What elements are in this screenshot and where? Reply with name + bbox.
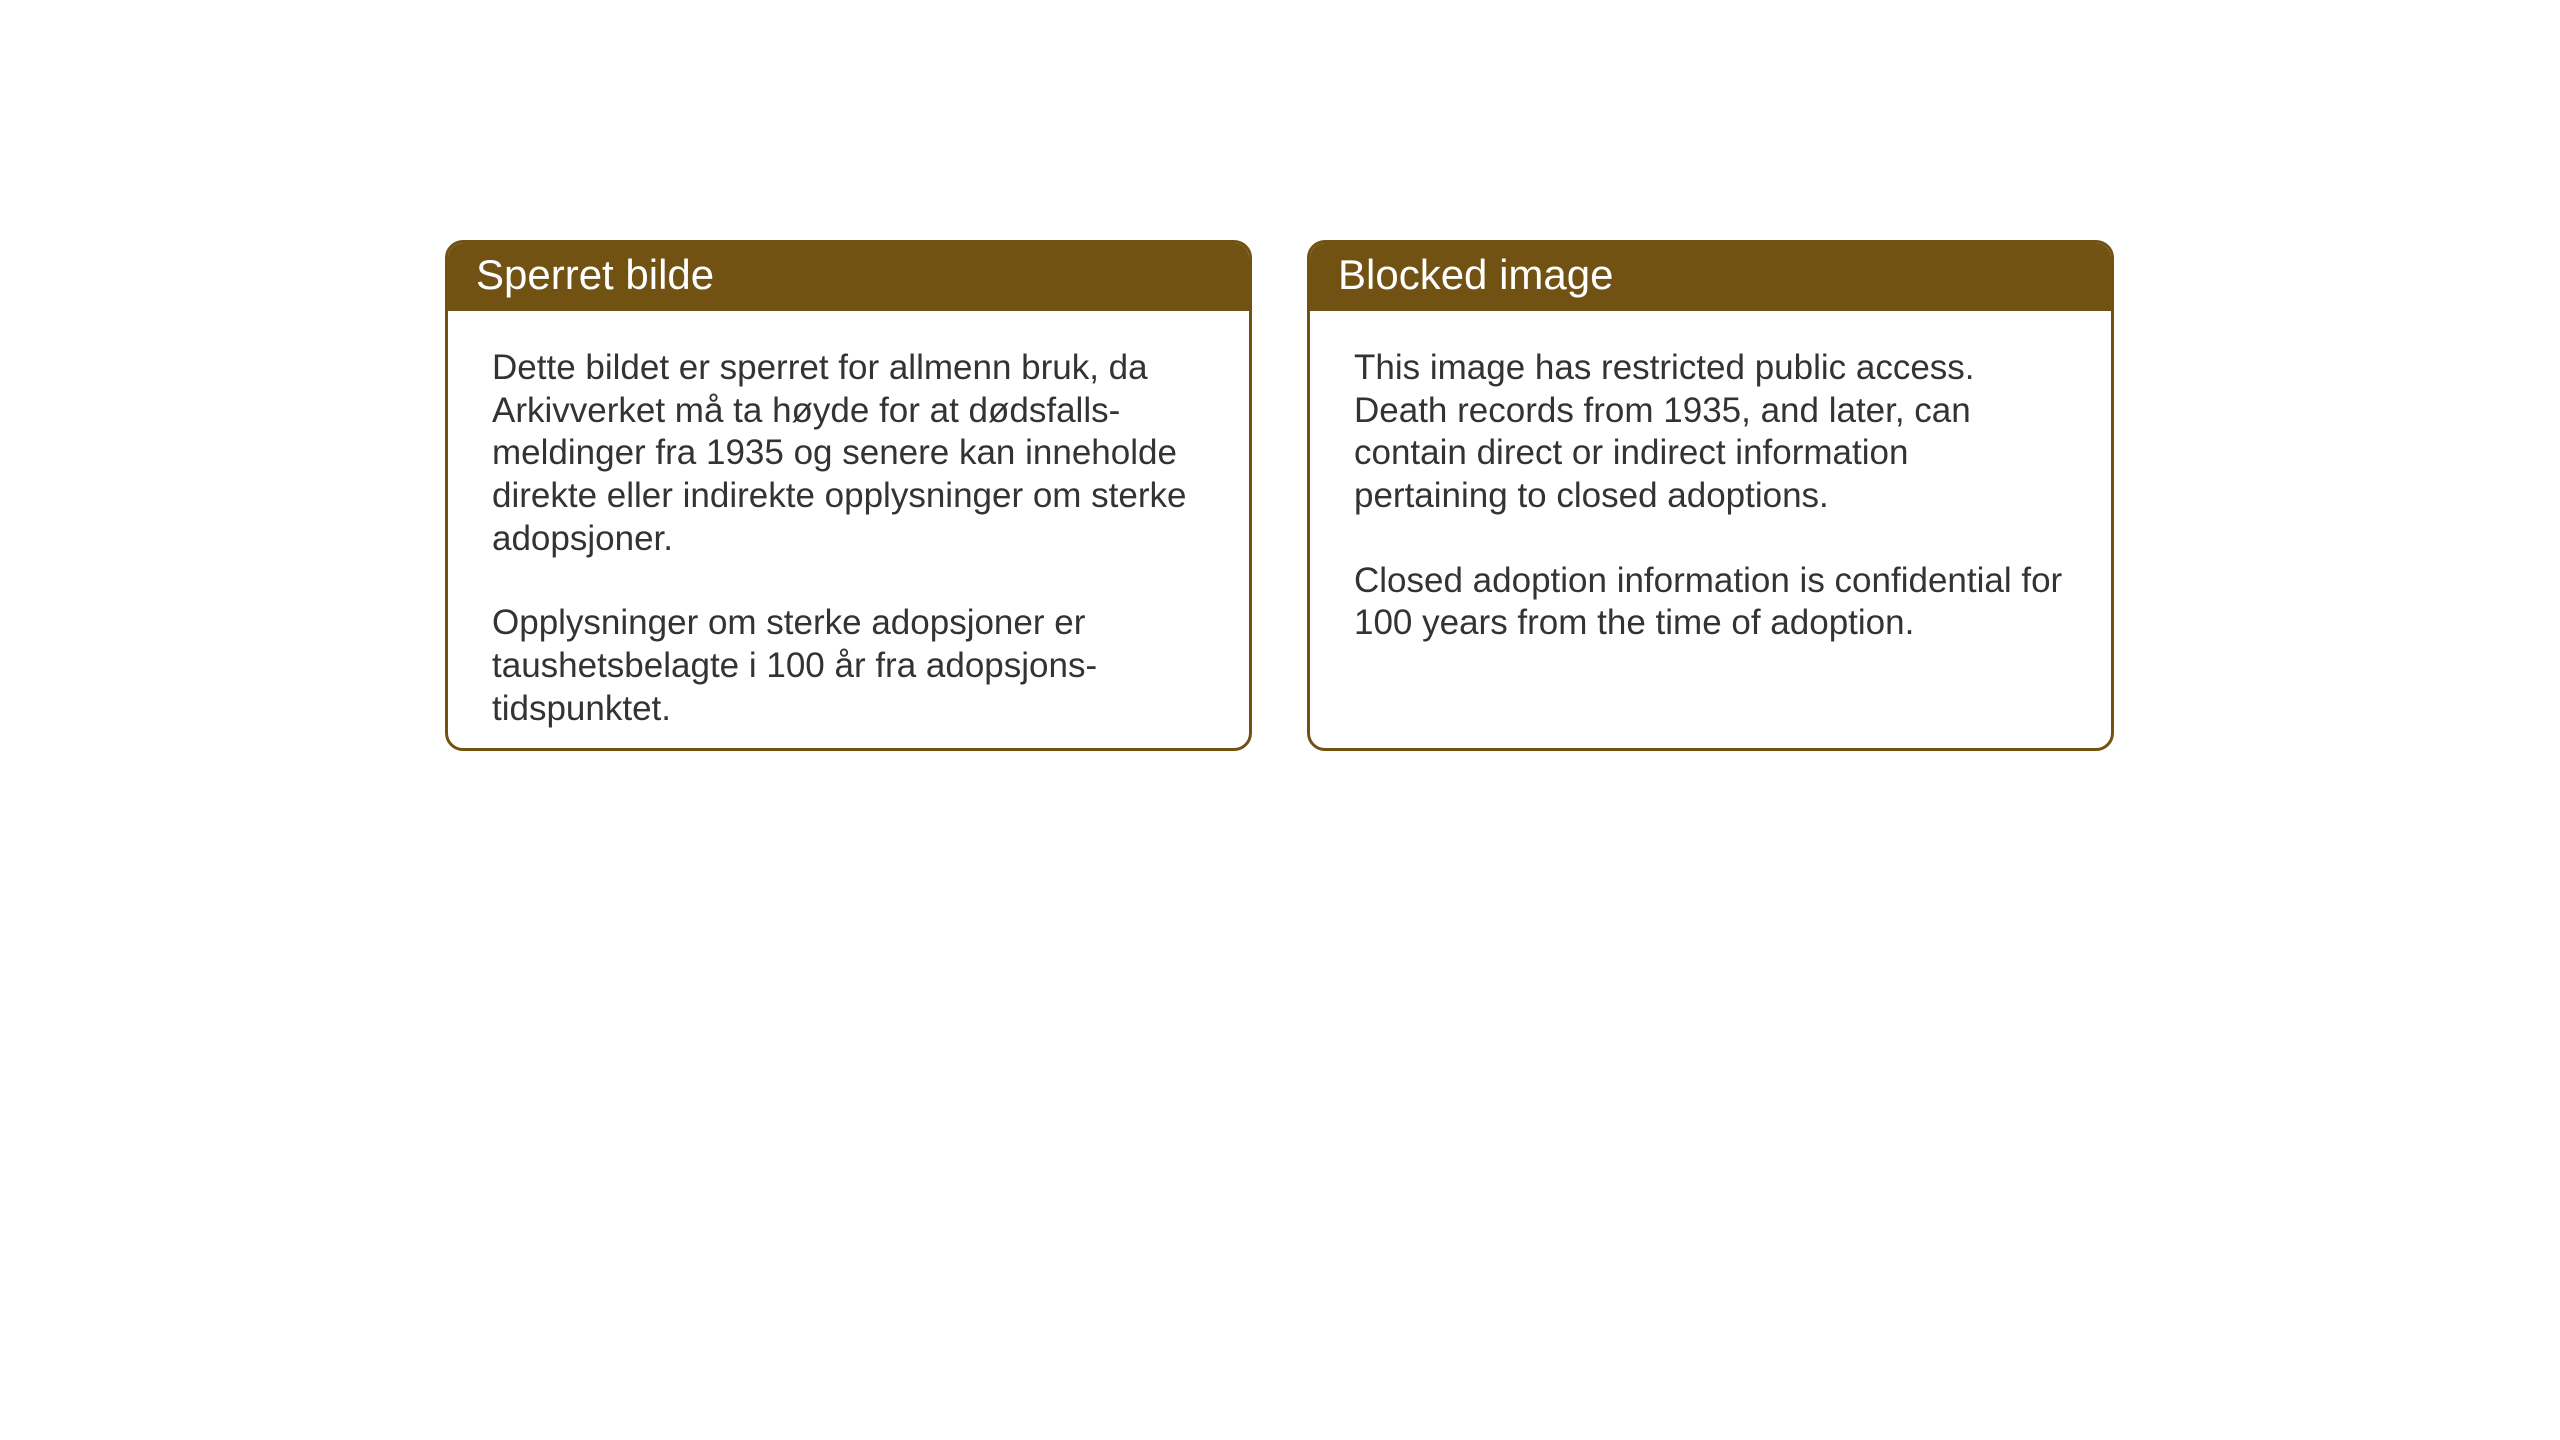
paragraph-1-english: This image has restricted public access.… <box>1354 347 2067 518</box>
card-title-english: Blocked image <box>1338 251 1613 298</box>
card-english: Blocked image This image has restricted … <box>1307 240 2114 751</box>
card-norwegian: Sperret bilde Dette bildet er sperret fo… <box>445 240 1252 751</box>
card-body-norwegian: Dette bildet er sperret for allmenn bruk… <box>448 311 1249 751</box>
paragraph-2-norwegian: Opplysninger om sterke adopsjoner er tau… <box>492 602 1205 730</box>
card-header-english: Blocked image <box>1310 243 2111 311</box>
card-body-english: This image has restricted public access.… <box>1310 311 2111 681</box>
card-title-norwegian: Sperret bilde <box>476 251 714 298</box>
cards-container: Sperret bilde Dette bildet er sperret fo… <box>445 240 2114 751</box>
paragraph-2-english: Closed adoption information is confident… <box>1354 560 2067 645</box>
paragraph-1-norwegian: Dette bildet er sperret for allmenn bruk… <box>492 347 1205 560</box>
card-header-norwegian: Sperret bilde <box>448 243 1249 311</box>
